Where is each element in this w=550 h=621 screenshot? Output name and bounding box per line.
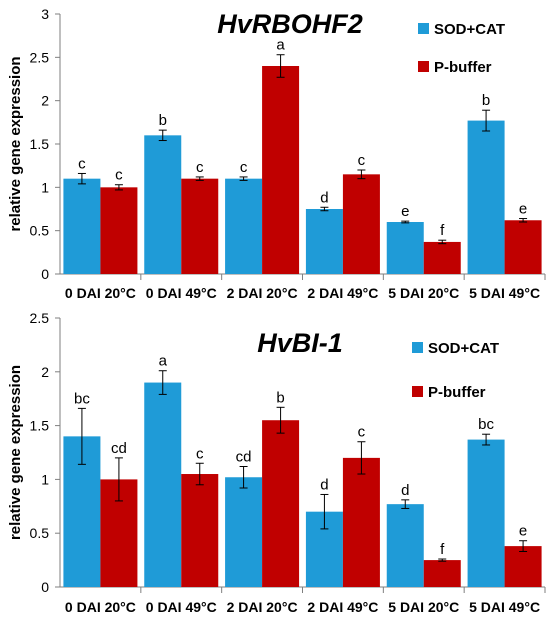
significance-label: cd — [236, 448, 252, 465]
bar — [181, 178, 219, 274]
x-category-label: 0 DAI 20°C — [65, 285, 136, 301]
significance-label: cd — [111, 440, 127, 457]
bar — [181, 474, 219, 587]
bar — [63, 178, 101, 274]
x-category-label: 2 DAI 20°C — [227, 599, 298, 615]
y-tick-label: 0 — [41, 266, 49, 282]
bar — [423, 560, 461, 587]
legend-swatch — [412, 386, 423, 397]
legend-swatch — [418, 23, 429, 34]
y-tick-label: 0 — [41, 579, 49, 595]
significance-label: c — [358, 152, 366, 169]
y-axis-label: relative gene expression — [7, 56, 24, 231]
legend-label: SOD+CAT — [428, 340, 499, 357]
bar — [342, 174, 380, 274]
legend-label: SOD+CAT — [434, 21, 505, 38]
x-category-label: 5 DAI 20°C — [388, 285, 459, 301]
y-tick-label: 1.5 — [30, 136, 50, 152]
significance-label: b — [276, 389, 284, 406]
legend-swatch — [418, 61, 429, 72]
significance-label: e — [401, 203, 409, 220]
chart-panel: 0 0.5 1 1.5 2 2.5 3 relative gene expression 0 D… — [7, 6, 546, 301]
y-tick-label: 2.5 — [30, 310, 50, 326]
significance-label: c — [115, 167, 123, 184]
bar — [144, 135, 182, 274]
y-tick-label: 2 — [41, 93, 49, 109]
significance-label: f — [440, 541, 445, 558]
x-category-label: 0 DAI 20°C — [65, 599, 136, 615]
x-category-label: 2 DAI 20°C — [227, 285, 298, 301]
significance-label: c — [78, 155, 86, 172]
y-tick-label: 1 — [41, 179, 49, 195]
bar — [467, 439, 505, 587]
bar — [225, 477, 263, 587]
significance-label: c — [196, 445, 204, 462]
bar — [305, 209, 343, 274]
bar — [100, 187, 138, 274]
significance-label: b — [482, 92, 490, 109]
legend-label: P-buffer — [434, 59, 492, 76]
x-category-label: 0 DAI 49°C — [146, 599, 217, 615]
significance-label: d — [320, 189, 328, 206]
bar — [144, 382, 182, 587]
significance-label: e — [519, 523, 527, 540]
chart-title: HvRBOHF2 — [217, 9, 363, 39]
bar — [386, 222, 424, 274]
bar — [423, 241, 461, 274]
bar — [225, 178, 263, 274]
significance-label: c — [358, 424, 366, 441]
y-axis-label: relative gene expression — [7, 365, 24, 540]
significance-label: e — [519, 201, 527, 218]
bar — [262, 66, 300, 274]
significance-label: f — [440, 222, 445, 239]
y-tick-label: 2.5 — [30, 49, 50, 65]
chart-title: HvBI-1 — [257, 328, 343, 358]
bar — [262, 420, 300, 587]
significance-label: b — [159, 112, 167, 129]
bar — [386, 504, 424, 587]
chart-panel: 0 0.5 1 1.5 2 2.5 relative gene expression 0 DA… — [7, 310, 546, 615]
bar — [342, 457, 380, 587]
y-tick-label: 0.5 — [30, 223, 50, 239]
y-tick-label: 0.5 — [30, 525, 50, 541]
y-tick-label: 2 — [41, 364, 49, 380]
y-tick-label: 1.5 — [30, 418, 50, 434]
x-category-label: 2 DAI 49°C — [307, 599, 378, 615]
significance-label: bc — [478, 416, 494, 433]
significance-label: a — [159, 353, 168, 370]
legend-swatch — [412, 342, 423, 353]
x-category-label: 0 DAI 49°C — [146, 285, 217, 301]
legend-label: P-buffer — [428, 384, 486, 401]
bar — [504, 546, 542, 587]
y-tick-label: 3 — [41, 6, 49, 22]
bar — [467, 120, 505, 274]
x-category-label: 5 DAI 49°C — [469, 599, 540, 615]
significance-label: d — [320, 476, 328, 493]
bar — [504, 220, 542, 274]
x-category-label: 5 DAI 20°C — [388, 599, 459, 615]
x-category-label: 2 DAI 49°C — [307, 285, 378, 301]
significance-label: a — [276, 37, 285, 54]
significance-label: d — [401, 482, 409, 499]
significance-label: c — [240, 159, 248, 176]
x-category-label: 5 DAI 49°C — [469, 285, 540, 301]
y-tick-label: 1 — [41, 471, 49, 487]
significance-label: bc — [74, 390, 90, 407]
significance-label: c — [196, 159, 204, 176]
